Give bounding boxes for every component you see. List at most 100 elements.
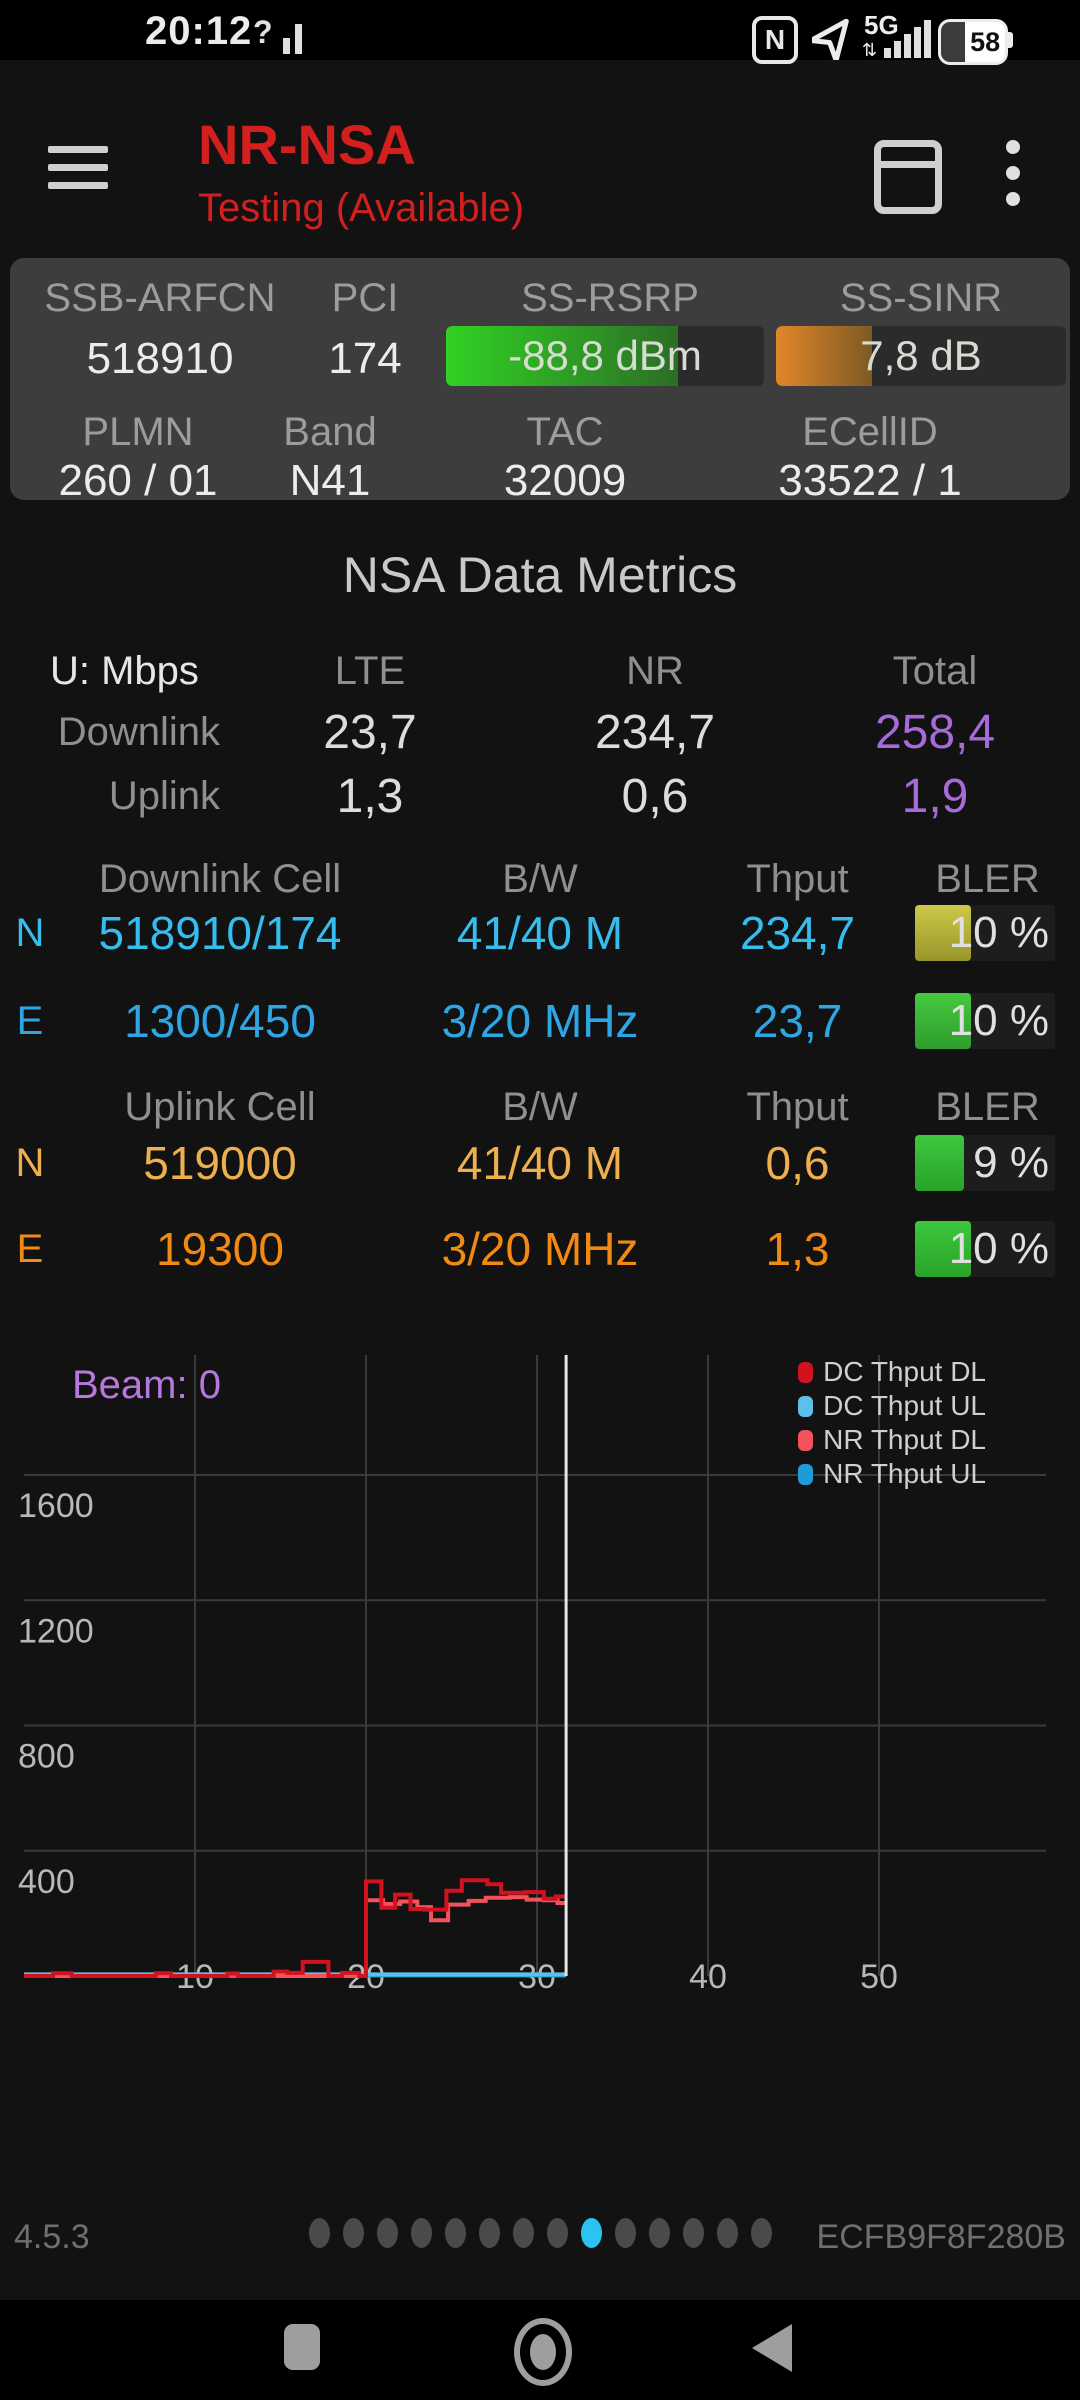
ul-col-thput: Thput (746, 1084, 849, 1129)
device-serial: ECFB9F8F280B (816, 2218, 1066, 2256)
page-dot[interactable] (546, 2218, 568, 2248)
status-bar: 20:12 ? N 5G ⇅ 58 (0, 0, 1080, 65)
clock: 20:12 (145, 9, 253, 53)
bler-bar: 10 % (915, 993, 1055, 1049)
metrics-row-downlink: Downlink 23,7 234,7 258,4 (0, 704, 1080, 760)
page-subtitle: Testing (Available) (198, 186, 525, 230)
label-band: Band (283, 410, 377, 454)
page-dot[interactable] (376, 2218, 398, 2248)
legend-label: DC Thput UL (823, 1390, 986, 1421)
ul-cell-id: 519000 (143, 1137, 297, 1189)
legend-item: DC Thput UL (798, 1389, 986, 1423)
series-dc-thput-dl (24, 1878, 567, 1978)
page-dot[interactable] (682, 2218, 704, 2248)
metrics-row-label: Downlink (57, 709, 220, 754)
chart-legend: DC Thput DL DC Thput UL NR Thput DL NR Thpu… (798, 1355, 986, 1491)
y-tick-label: 800 (18, 1738, 75, 1776)
ul-col-cell: Uplink Cell (124, 1084, 316, 1129)
series-nr-thput-dl (24, 1895, 567, 1978)
page-dot[interactable] (512, 2218, 534, 2248)
battery-icon: 58 (938, 19, 1008, 65)
ul-throughput: 1,3 (765, 1223, 830, 1275)
page-title: NR-NSA (198, 113, 416, 176)
sinr-bar-fill (776, 326, 872, 386)
page-dot[interactable] (342, 2218, 364, 2248)
bler-bar: 10 % (915, 905, 1055, 961)
bler-bar-fill (915, 1135, 964, 1191)
dl-col-thput: Thput (746, 856, 849, 901)
page-indicator[interactable] (0, 2218, 1080, 2248)
y-tick-label: 1200 (18, 1612, 94, 1650)
throughput-chart[interactable]: 400 800 1200 1600 10 20 30 40 50 Beam: 0 DC Thpu… (0, 1345, 1080, 2045)
dl-col-cell: Downlink Cell (98, 856, 342, 901)
home-button[interactable] (514, 2318, 572, 2386)
page-dot-active[interactable] (580, 2218, 602, 2248)
battery-nub (1007, 32, 1013, 48)
metrics-header-row: U: Mbps LTE NR Total (0, 648, 1080, 694)
y-tick-label: 1600 (18, 1487, 94, 1525)
card-view-icon[interactable] (874, 140, 942, 214)
metrics-col-nr: NR (626, 648, 684, 693)
x-tick-label: 40 (689, 1958, 727, 1996)
app-version: 4.5.3 (14, 2218, 90, 2256)
page-dot[interactable] (716, 2218, 738, 2248)
metrics-dl-nr: 234,7 (594, 705, 716, 759)
back-button[interactable] (752, 2324, 792, 2372)
label-ssb-arfcn: SSB-ARFCN (44, 276, 276, 320)
dl-bandwidth: 41/40 M (456, 907, 624, 959)
page-dot[interactable] (614, 2218, 636, 2248)
dl-col-bw: B/W (502, 856, 578, 901)
page-dot[interactable] (478, 2218, 500, 2248)
value-ecellid: 33522 / 1 (778, 456, 962, 505)
rsrp-bar: -88,8 dBm (446, 326, 764, 386)
table-row: N 519000 41/40 M 0,6 9 % (0, 1134, 1080, 1192)
legend-swatch-icon (798, 1361, 814, 1383)
menu-button[interactable] (48, 146, 108, 190)
overflow-menu-button[interactable] (1006, 140, 1022, 210)
beam-label: Beam: 0 (72, 1363, 221, 1407)
location-arrow-icon (812, 18, 849, 60)
dl-cell-id: 518910/174 (98, 907, 342, 959)
metrics-col-total: Total (892, 648, 978, 693)
legend-swatch-icon (798, 1429, 814, 1451)
metrics-dl-total: 258,4 (874, 705, 996, 759)
bler-bar-fill (915, 905, 971, 961)
bler-value: 10 % (948, 1224, 1049, 1273)
data-activity-icon: ⇅ (862, 40, 877, 60)
table-row: E 19300 3/20 MHz 1,3 10 % (0, 1220, 1080, 1278)
legend-label: NR Thput UL (823, 1458, 986, 1489)
metrics-ul-lte: 1,3 (336, 769, 404, 823)
table-row: E 1300/450 3/20 MHz 23,7 10 % (0, 992, 1080, 1050)
bler-bar: 9 % (915, 1135, 1055, 1191)
ul-cell-id: 19300 (156, 1223, 284, 1275)
section-title: NSA Data Metrics (342, 547, 738, 603)
page-dot[interactable] (444, 2218, 466, 2248)
value-tac: 32009 (503, 456, 627, 505)
metrics-dl-lte: 23,7 (323, 705, 417, 759)
ul-throughput: 0,6 (765, 1137, 830, 1189)
table-row: N 518910/174 41/40 M 234,7 10 % (0, 904, 1080, 962)
metrics-row-uplink: Uplink 1,3 0,6 1,9 (0, 768, 1080, 824)
label-ss-sinr: SS-SINR (839, 276, 1003, 320)
value-band: N41 (289, 456, 371, 505)
ul-row-tag: E (16, 1226, 44, 1271)
y-tick-label: 400 (18, 1863, 75, 1901)
bler-value: 9 % (973, 1138, 1049, 1187)
ul-col-bw: B/W (502, 1084, 578, 1129)
ul-row-tag: N (15, 1140, 45, 1185)
bler-value: 10 % (948, 908, 1049, 957)
rsrp-bar-fill (446, 326, 679, 386)
home-button-inner (530, 2334, 556, 2370)
legend-label: NR Thput DL (823, 1424, 986, 1455)
legend-item: NR Thput DL (798, 1423, 986, 1457)
value-pci: 174 (328, 334, 402, 383)
page-dot[interactable] (410, 2218, 432, 2248)
battery-percent: 58 (965, 22, 1005, 62)
dl-row-tag: E (16, 998, 44, 1043)
page-dot[interactable] (648, 2218, 670, 2248)
page-dot[interactable] (750, 2218, 772, 2248)
page-dot[interactable] (308, 2218, 330, 2248)
recents-button[interactable] (284, 2324, 320, 2370)
